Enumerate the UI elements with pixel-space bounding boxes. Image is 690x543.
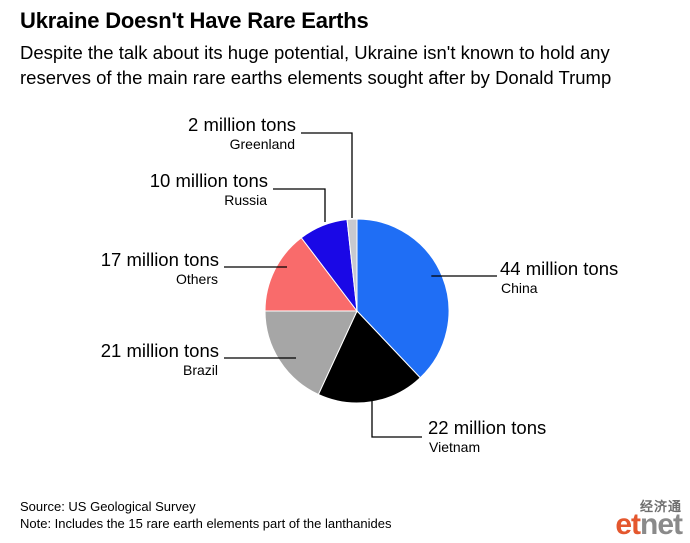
logo-chinese-text: 经济通 bbox=[639, 499, 682, 514]
logo-wordmark-suffix: net bbox=[640, 508, 683, 541]
chart-subtitle: Despite the talk about its huge potentia… bbox=[20, 42, 612, 88]
category-label-others: Others bbox=[176, 271, 218, 287]
pie-slices bbox=[264, 218, 450, 404]
pie-slice-china bbox=[356, 218, 450, 379]
pie-slice-others bbox=[264, 237, 359, 312]
value-label-china: 44 million tons bbox=[500, 258, 618, 279]
chart-title: Ukraine Doesn't Have Rare Earths bbox=[20, 8, 369, 33]
category-label-china: China bbox=[501, 280, 538, 296]
pie-slice-greenland bbox=[346, 218, 358, 312]
logo-wordmark-prefix: et bbox=[615, 508, 641, 541]
category-label-brazil: Brazil bbox=[183, 362, 218, 378]
value-label-brazil: 21 million tons bbox=[101, 340, 219, 361]
leader-line-vietnam bbox=[371, 390, 422, 438]
value-label-vietnam: 22 million tons bbox=[428, 417, 546, 438]
footnote: Note: Includes the 15 rare earth element… bbox=[20, 516, 392, 531]
category-label-greenland: Greenland bbox=[230, 136, 295, 152]
leader-line-russia bbox=[273, 188, 326, 222]
value-label-greenland: 2 million tons bbox=[188, 114, 296, 135]
source-note: Source: US Geological Survey bbox=[20, 499, 196, 514]
leader-lines bbox=[224, 132, 497, 438]
etnet-logo: 经济通 etnet bbox=[594, 496, 684, 541]
leader-line-greenland bbox=[301, 132, 353, 218]
category-label-russia: Russia bbox=[224, 192, 267, 208]
value-label-others: 17 million tons bbox=[101, 249, 219, 270]
logo-wordmark: etnet bbox=[615, 508, 683, 541]
category-label-vietnam: Vietnam bbox=[429, 439, 480, 455]
value-label-russia: 10 million tons bbox=[150, 170, 268, 191]
pie-slice-brazil bbox=[264, 310, 358, 396]
